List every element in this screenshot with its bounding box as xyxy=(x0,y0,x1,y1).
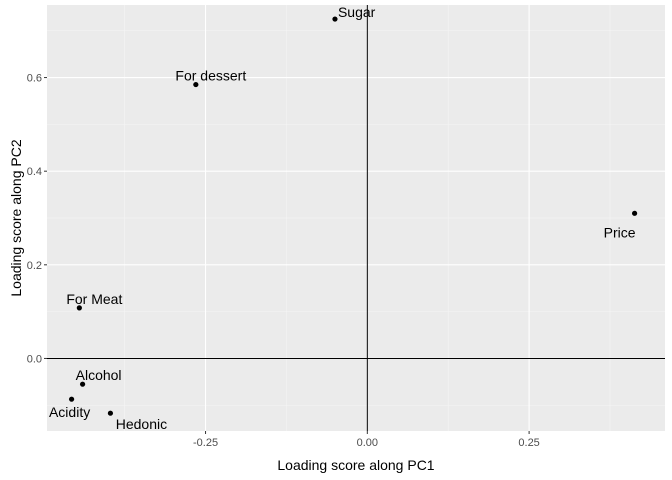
x-tick-label: 0.25 xyxy=(518,437,539,449)
point-for-dessert xyxy=(193,81,199,88)
minor-gridlines xyxy=(47,5,665,431)
y-axis-title: Loading score along PC2 xyxy=(8,139,24,296)
point-label-alcohol: Alcohol xyxy=(76,367,122,383)
point-price xyxy=(631,210,638,216)
point-alcohol xyxy=(79,381,86,387)
point-acidity xyxy=(68,396,75,402)
y-axis-ticks: 0.0 0.2 0.4 0.6 xyxy=(27,73,47,365)
y-tick-label: 0.4 xyxy=(27,166,42,178)
x-tick-label: 0.00 xyxy=(357,437,378,449)
point-label-sugar: Sugar xyxy=(338,4,376,20)
x-tick-label: -0.25 xyxy=(193,437,218,449)
y-tick-label: 0.0 xyxy=(27,353,42,365)
point-label-for-dessert: For dessert xyxy=(175,68,246,84)
point-label-acidity: Acidity xyxy=(49,404,90,420)
point-label-for-meat: For Meat xyxy=(66,291,122,307)
x-axis-title: Loading score along PC1 xyxy=(277,457,434,473)
point-labels: Sugar For dessert Price For Meat Alcohol Acid… xyxy=(49,4,636,432)
reference-lines xyxy=(47,5,665,431)
data-points xyxy=(68,16,638,416)
y-tick-label: 0.6 xyxy=(27,73,42,85)
point-sugar xyxy=(332,16,338,22)
x-axis-ticks: -0.25 0.00 0.25 xyxy=(193,431,540,449)
point-hedonic xyxy=(107,410,114,416)
point-label-hedonic: Hedonic xyxy=(116,416,167,432)
y-tick-label: 0.2 xyxy=(27,260,42,272)
point-for-meat xyxy=(76,305,82,311)
point-label-price: Price xyxy=(604,224,636,240)
